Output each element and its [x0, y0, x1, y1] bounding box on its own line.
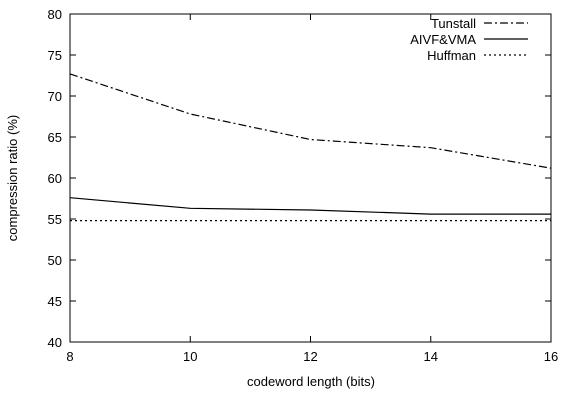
x-tick-label: 16 — [544, 349, 558, 364]
y-tick-label: 75 — [48, 48, 62, 63]
x-tick-label: 8 — [66, 349, 73, 364]
y-tick-label: 40 — [48, 335, 62, 350]
series-lines — [69, 73, 552, 222]
legend-label: Huffman — [427, 48, 476, 63]
y-tick-label: 65 — [48, 130, 62, 145]
y-axis-label: compression ratio (%) — [5, 115, 20, 241]
y-tick-label: 50 — [48, 253, 62, 268]
legend-label: Tunstall — [431, 16, 476, 31]
y-tick-label: 45 — [48, 294, 62, 309]
y-tick-label: 60 — [48, 171, 62, 186]
x-axis-label: codeword length (bits) — [247, 374, 375, 389]
ticks: 8 10 12 14 16 40 45 50 55 60 65 70 75 80 — [48, 7, 559, 364]
series-line-aivf-vma — [69, 197, 551, 215]
y-tick-label: 80 — [48, 7, 62, 22]
y-tick-label: 55 — [48, 212, 62, 227]
series-line-tunstall — [69, 73, 552, 169]
legend-label: AIVF&VMA — [410, 32, 476, 47]
axes — [69, 13, 552, 343]
y-tick-label: 70 — [48, 89, 62, 104]
plot-frame — [69, 13, 552, 343]
x-tick-label: 10 — [183, 349, 197, 364]
x-tick-label: 14 — [424, 349, 438, 364]
x-tick-label: 12 — [303, 349, 317, 364]
